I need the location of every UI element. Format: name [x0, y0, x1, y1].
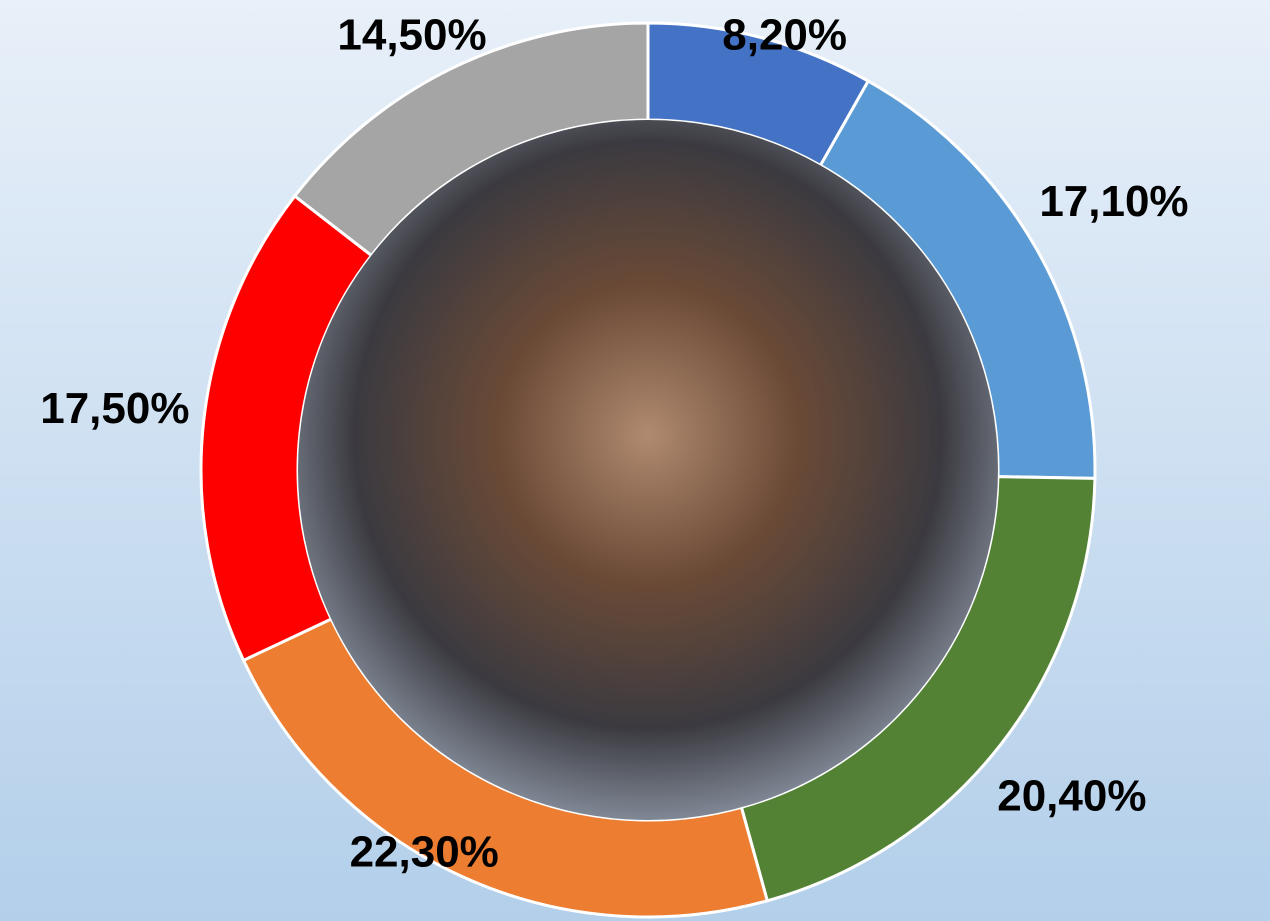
photo: [298, 120, 998, 820]
data-label: 17,10%: [1039, 177, 1188, 226]
data-label: 14,50%: [337, 11, 486, 60]
data-label: 8,20%: [722, 11, 847, 60]
data-label: 22,30%: [350, 828, 499, 877]
chart: 8,20% 17,10% 20,40% 22,30% 17,50% 14,50%: [0, 0, 1270, 921]
data-label: 20,40%: [997, 771, 1146, 820]
data-label: 17,50%: [40, 384, 189, 433]
